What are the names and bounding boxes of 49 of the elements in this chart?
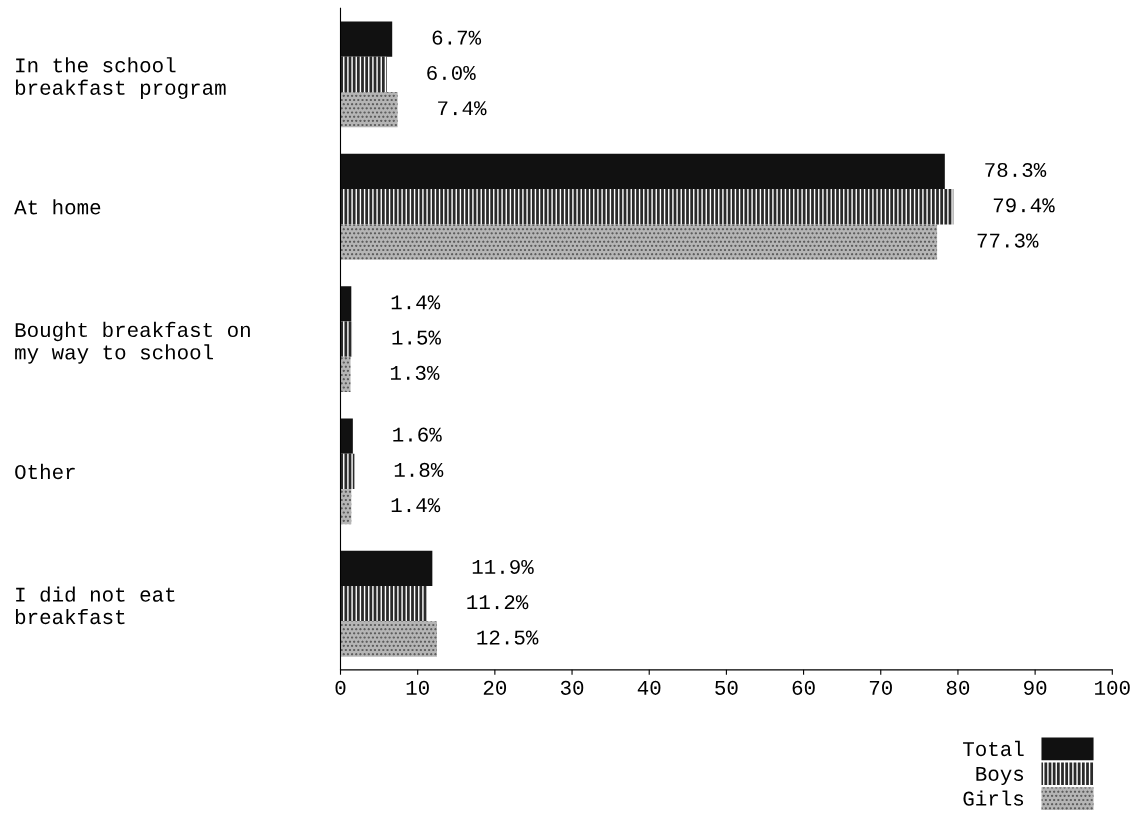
bar: [340, 621, 437, 657]
bar: [340, 189, 954, 225]
legend-label: Girls: [963, 790, 1024, 806]
y-tick-label: I did not eat breakfast: [15, 586, 175, 625]
bar: [340, 453, 355, 490]
x-tick-label: 70: [869, 680, 892, 695]
data-label: 11.2%: [467, 595, 529, 610]
x-tick-label: 50: [715, 680, 738, 695]
bar: [340, 418, 353, 454]
data-label: 11.9%: [472, 559, 534, 575]
x-tick-label: 10: [406, 680, 429, 695]
bar: [340, 550, 433, 587]
bar: [340, 321, 353, 357]
x-tick-label: 20: [483, 680, 507, 695]
data-label: 1.4%: [391, 295, 441, 310]
bar: [340, 92, 398, 128]
data-label: 79.4%: [993, 198, 1055, 213]
bar: [340, 286, 352, 322]
bar: [340, 586, 427, 622]
bar: [340, 153, 945, 190]
data-label: 1.5%: [392, 330, 441, 345]
bar: [340, 489, 352, 525]
data-label: 1.3%: [390, 365, 440, 380]
bar: [340, 356, 351, 392]
x-tick-label: 90: [1024, 680, 1047, 695]
x-tick-label: 60: [792, 680, 815, 695]
data-label: 7.4%: [438, 101, 487, 116]
y-tick-label: Bought breakfast on my way to school: [15, 321, 250, 364]
y-tick-label: At home: [14, 199, 101, 215]
bar: [340, 224, 938, 260]
data-label: 6.0%: [427, 65, 476, 81]
legend-label: Boys: [976, 767, 1024, 786]
x-tick-label: 100: [1095, 680, 1130, 695]
y-tick-label: In the school breakfast program: [15, 57, 226, 100]
bar: [340, 56, 387, 93]
data-label: 77.3%: [977, 233, 1039, 248]
bar: [340, 21, 393, 57]
data-label: 1.4%: [391, 498, 441, 513]
legend-label: Total: [963, 740, 1024, 757]
data-label: 1.6%: [393, 427, 442, 442]
x-tick-label: 0: [335, 680, 346, 695]
data-label: 78.3%: [985, 162, 1047, 178]
x-tick-label: 40: [637, 680, 661, 695]
x-tick-label: 30: [560, 680, 584, 695]
data-label: 1.8%: [394, 462, 444, 477]
data-label: 6.7%: [432, 30, 482, 45]
x-tick-label: 80: [946, 680, 970, 695]
y-tick-label: Other: [15, 463, 75, 480]
data-label: 12.5%: [477, 630, 539, 645]
